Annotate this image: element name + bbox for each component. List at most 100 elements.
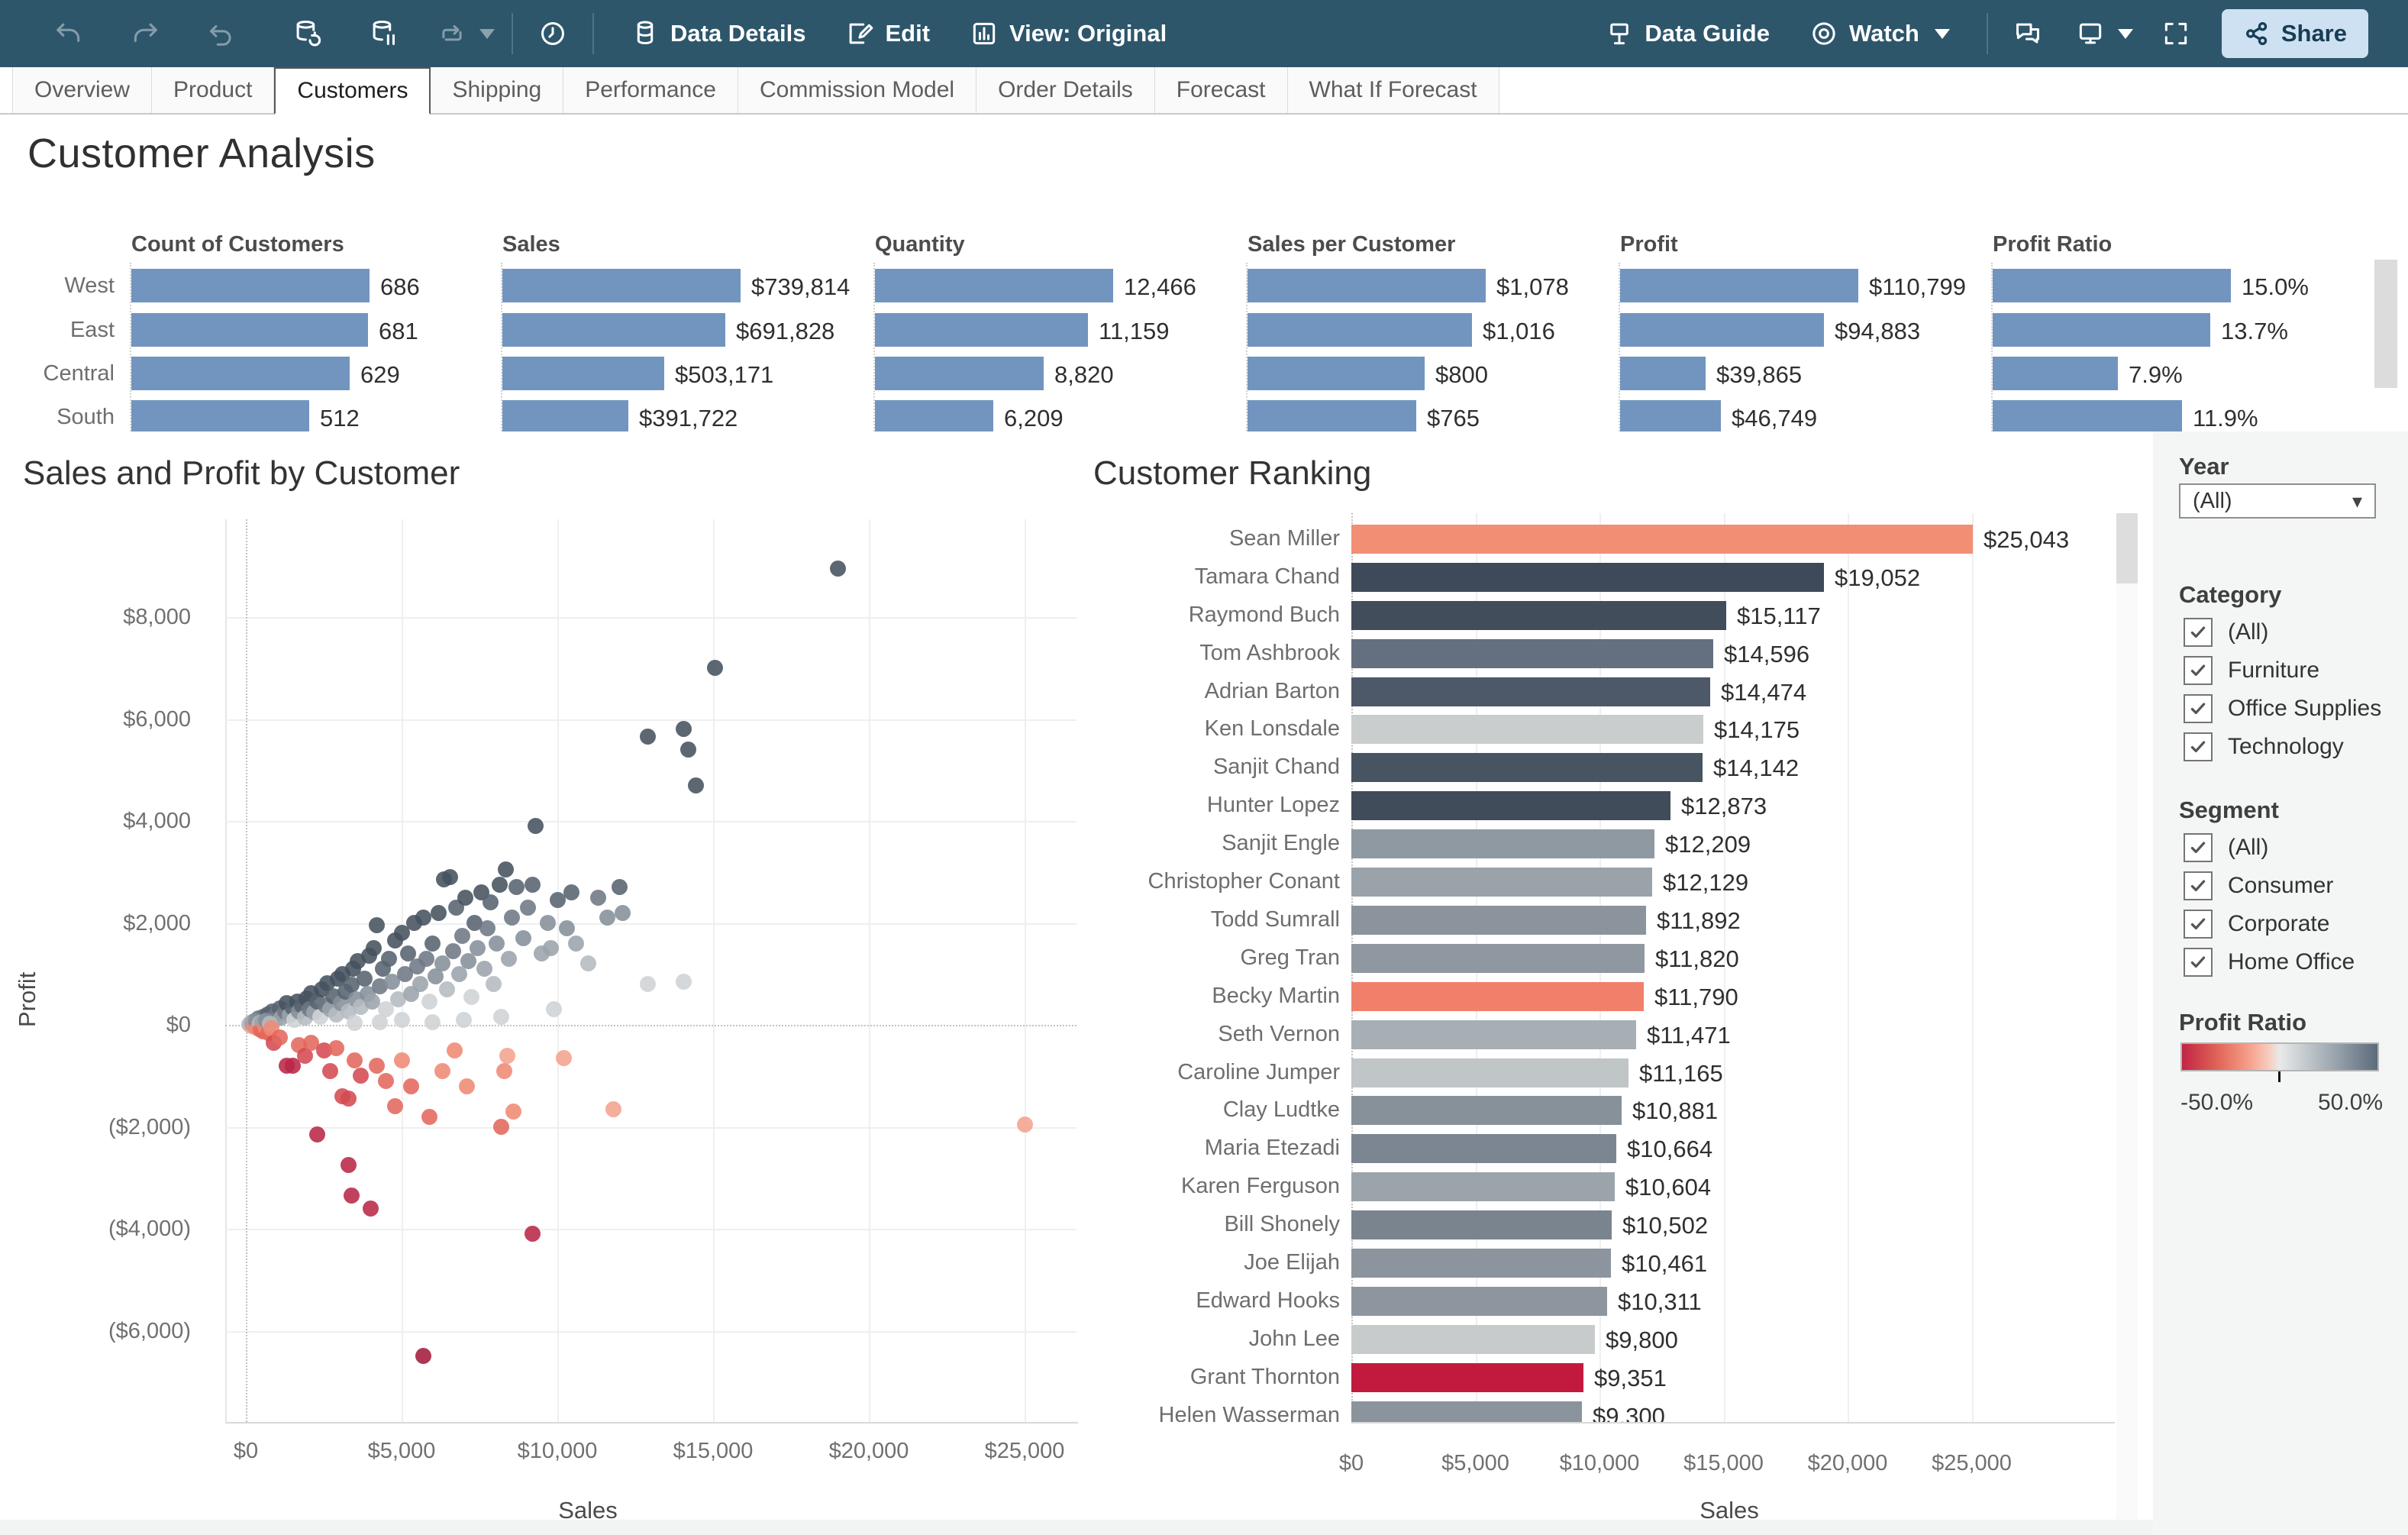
scatter-point[interactable] — [381, 950, 398, 967]
summary-scrollbar-thumb[interactable] — [2374, 260, 2397, 388]
ranking-bar[interactable] — [1351, 829, 1654, 859]
scatter-point[interactable] — [454, 927, 471, 944]
scatter-point[interactable] — [485, 976, 502, 993]
ranking-bar[interactable] — [1351, 981, 1644, 1011]
summary-bar[interactable] — [502, 400, 628, 431]
scatter-point[interactable] — [615, 904, 631, 921]
scatter-point[interactable] — [353, 1068, 370, 1084]
summary-bar[interactable] — [1993, 313, 2210, 347]
ranking-bar[interactable] — [1351, 1324, 1595, 1354]
scatter-point[interactable] — [505, 1103, 522, 1120]
ranking-bar[interactable] — [1351, 1286, 1607, 1316]
scatter-point[interactable] — [344, 1188, 360, 1204]
summary-bar[interactable] — [1620, 313, 1824, 347]
summary-bar[interactable] — [131, 269, 370, 302]
scatter-point[interactable] — [347, 1015, 363, 1032]
scatter-point[interactable] — [371, 978, 388, 995]
summary-bar[interactable] — [875, 313, 1088, 347]
scatter-point[interactable] — [829, 561, 846, 577]
tab-commission-model[interactable]: Commission Model — [738, 67, 977, 113]
scatter-point[interactable] — [284, 1057, 301, 1074]
scatter-point[interactable] — [688, 777, 705, 793]
ranking-bar[interactable] — [1351, 1020, 1636, 1049]
scatter-point[interactable] — [558, 919, 575, 936]
scatter-point[interactable] — [675, 721, 692, 738]
summary-bar[interactable] — [502, 357, 664, 390]
summary-bar[interactable] — [875, 400, 993, 431]
category-option-furniture[interactable]: Furniture — [2184, 651, 2319, 690]
share-button[interactable]: Share — [2221, 9, 2368, 58]
scatter-point[interactable] — [639, 729, 656, 745]
pause-updates-icon[interactable] — [360, 11, 406, 57]
ranking-bar[interactable] — [1351, 1362, 1583, 1392]
scatter-point[interactable] — [371, 1014, 388, 1031]
tab-order-details[interactable]: Order Details — [976, 67, 1155, 113]
scatter-point[interactable] — [415, 910, 432, 926]
scatter-point[interactable] — [384, 973, 401, 990]
scatter-point[interactable] — [675, 973, 692, 990]
scatter-point[interactable] — [341, 1091, 357, 1107]
scatter-point[interactable] — [438, 981, 455, 997]
scatter-point[interactable] — [303, 1034, 320, 1051]
segment-option--all-[interactable]: (All) — [2184, 829, 2268, 867]
ranking-bar[interactable] — [1351, 868, 1652, 897]
segment-option-consumer[interactable]: Consumer — [2184, 867, 2333, 905]
scatter-point[interactable] — [540, 915, 557, 931]
checkbox-checked[interactable] — [2184, 694, 2213, 723]
scatter-point[interactable] — [504, 910, 521, 926]
ranking-bar[interactable] — [1351, 600, 1726, 630]
category-option--all-[interactable]: (All) — [2184, 613, 2268, 651]
scatter-point[interactable] — [446, 1042, 463, 1058]
ranking-bar[interactable] — [1351, 1096, 1622, 1126]
summary-bar[interactable] — [875, 357, 1044, 390]
scatter-point[interactable] — [567, 935, 584, 952]
scatter-point[interactable] — [498, 861, 515, 877]
comments-icon[interactable] — [2005, 11, 2051, 57]
ranking-bar[interactable] — [1351, 677, 1710, 706]
scatter-point[interactable] — [421, 994, 438, 1010]
scatter-point[interactable] — [599, 910, 615, 926]
scatter-point[interactable] — [466, 915, 483, 931]
scatter-point[interactable] — [501, 950, 518, 967]
ranking-bar[interactable] — [1351, 1134, 1616, 1164]
revert-icon[interactable] — [199, 11, 244, 57]
ranking-bar[interactable] — [1351, 1210, 1612, 1240]
scatter-point[interactable] — [493, 1119, 510, 1135]
run-update-caret-icon[interactable] — [479, 28, 495, 39]
tab-what-if-forecast[interactable]: What If Forecast — [1287, 67, 1499, 113]
summary-bar[interactable] — [1620, 269, 1858, 302]
scatter-point[interactable] — [450, 965, 467, 982]
checkbox-checked[interactable] — [2184, 910, 2213, 939]
ranking-bar[interactable] — [1351, 1249, 1611, 1278]
scatter-point[interactable] — [459, 1078, 476, 1094]
scatter-point[interactable] — [321, 1062, 338, 1079]
scatter-point[interactable] — [524, 876, 541, 893]
summary-bar[interactable] — [1248, 269, 1486, 302]
scatter-point[interactable] — [434, 955, 450, 972]
segment-option-corporate[interactable]: Corporate — [2184, 905, 2329, 943]
scatter-point[interactable] — [428, 968, 444, 985]
scatter-point[interactable] — [679, 742, 696, 758]
scatter-point[interactable] — [555, 1049, 572, 1066]
summary-bar[interactable] — [1248, 357, 1425, 390]
summary-bar[interactable] — [1248, 400, 1416, 431]
scatter-point[interactable] — [363, 994, 380, 1010]
scatter-point[interactable] — [519, 899, 536, 916]
scatter-point[interactable] — [543, 940, 560, 957]
display-device-icon[interactable] — [2067, 11, 2113, 57]
scatter-point[interactable] — [365, 940, 382, 957]
scatter-point[interactable] — [362, 1200, 379, 1217]
view-original-button[interactable]: View: Original — [970, 19, 1167, 48]
summary-bar[interactable] — [131, 400, 309, 431]
scatter-point[interactable] — [347, 1052, 363, 1069]
data-details-button[interactable]: Data Details — [631, 19, 805, 48]
scatter-point[interactable] — [493, 1009, 510, 1026]
fullscreen-icon[interactable] — [2153, 11, 2199, 57]
ranking-bar[interactable] — [1351, 943, 1645, 973]
ranking-bar[interactable] — [1351, 715, 1703, 745]
scatter-point[interactable] — [479, 919, 495, 936]
checkbox-checked[interactable] — [2184, 948, 2213, 977]
scatter-point[interactable] — [524, 1226, 541, 1243]
year-dropdown[interactable]: (All) ▾ — [2179, 483, 2376, 519]
scatter-point[interactable] — [639, 976, 656, 993]
